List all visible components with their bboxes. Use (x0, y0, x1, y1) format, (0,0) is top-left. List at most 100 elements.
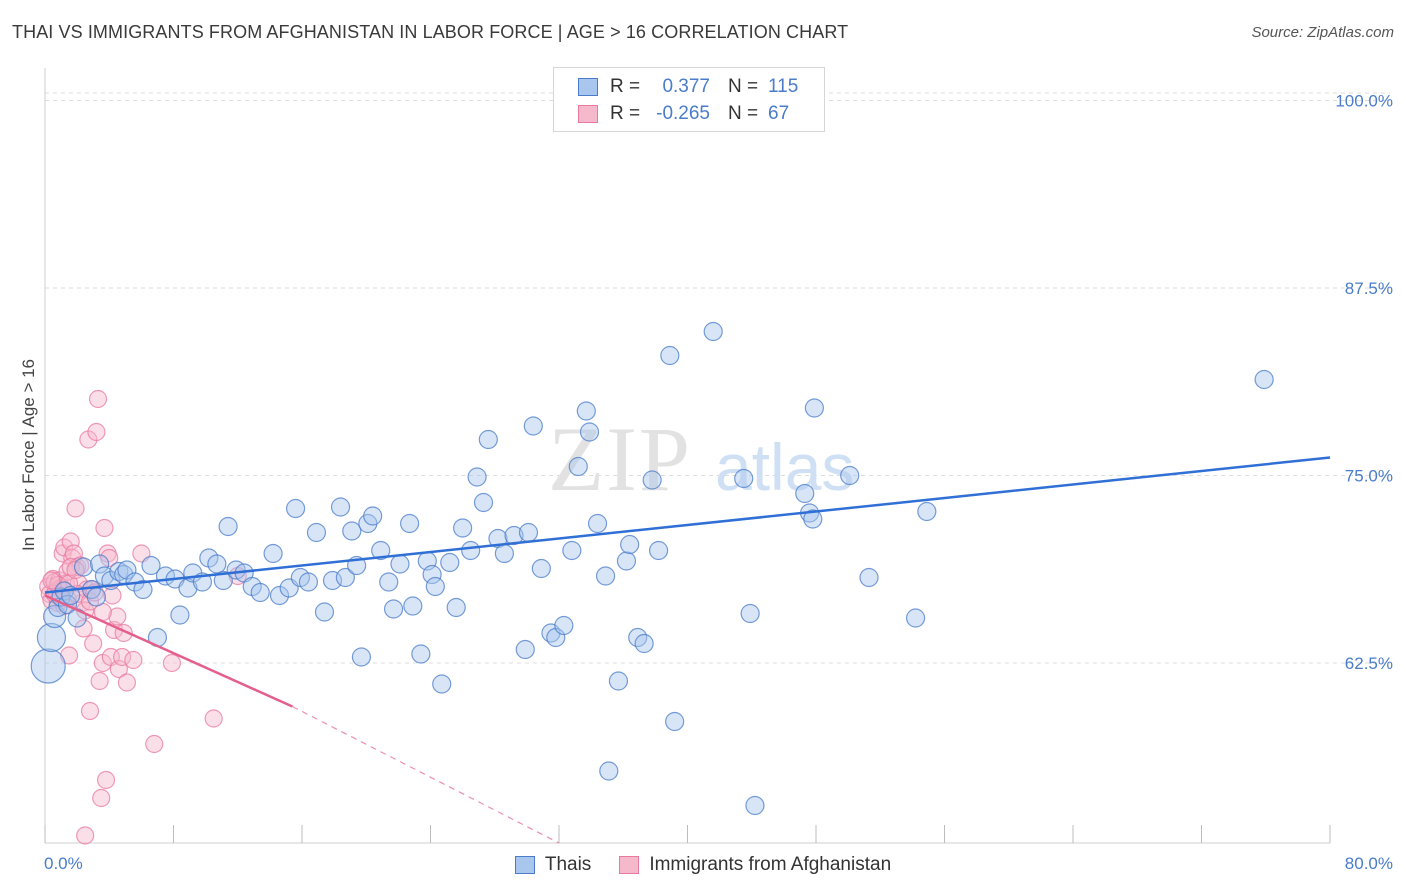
afghanistan-point (80, 701, 100, 721)
trendlines (44, 456, 1331, 844)
afghanistan-point (90, 671, 109, 691)
afghanistan-point (84, 634, 103, 653)
y-tick-label: 87.5% (1345, 279, 1393, 298)
thais-point (804, 398, 824, 418)
thais-point (314, 602, 335, 622)
legend-item-afghanistan[interactable]: Immigrants from Afghanistan (619, 852, 891, 878)
thais-point (73, 557, 94, 577)
afghanistan-point (92, 788, 111, 808)
thais-point (90, 554, 110, 574)
afghanistan-point (66, 499, 85, 518)
thais-point (36, 622, 67, 653)
thais-point (745, 795, 765, 816)
thais-point (446, 597, 466, 618)
tick-labels: 62.5% 75.0% 87.5% 100.0% 0.0% 80.0% (44, 92, 1393, 874)
watermark-zip: ZIP (548, 408, 692, 510)
thais-trendline (44, 456, 1331, 594)
thais-point (383, 599, 404, 619)
thais-point (141, 555, 161, 576)
thais-point (213, 570, 233, 591)
thais-point (795, 483, 815, 504)
thais-point (330, 497, 351, 517)
stats-legend-box: R = 0.377 N = 115 R = -0.265 N = 67 (553, 67, 825, 132)
thais-point (587, 513, 608, 534)
thais-point (285, 498, 306, 519)
afghanistan-point (103, 586, 122, 605)
thais-point (905, 608, 926, 628)
thais-point (363, 506, 383, 526)
afghanistan-trendline-extension (292, 705, 560, 844)
r-label: R = (610, 76, 641, 97)
thais-point (250, 582, 270, 603)
thais-point (599, 761, 619, 781)
afghanistan-point (117, 673, 137, 692)
x-tick-label: 0.0% (44, 854, 83, 873)
source-label: Source: ZipAtlas.com (1251, 24, 1394, 41)
afghanistan-point (124, 650, 143, 670)
thais-point (298, 572, 319, 592)
afghanistan-point (59, 646, 79, 665)
thais-point (1254, 369, 1274, 390)
afghanistan-point (42, 571, 61, 590)
thais-point (608, 671, 629, 691)
y-tick-label: 75.0% (1345, 467, 1393, 486)
afghanistan-point (100, 548, 119, 568)
afghanistan-point (95, 518, 114, 538)
n-label: N = (728, 76, 759, 97)
thais-point (494, 543, 514, 564)
afghanistan-legend-swatch (619, 856, 640, 874)
r-value-afghanistan: -0.265 (656, 103, 710, 124)
thais-point (425, 576, 445, 597)
thais-point (634, 633, 654, 654)
thais-point (703, 321, 723, 342)
afghanistan-swatch (578, 105, 598, 123)
thais-point (665, 711, 685, 732)
afghanistan-point (74, 619, 93, 638)
thais-point (648, 540, 669, 561)
watermark: ZIP atlas (548, 408, 854, 510)
thais-point (620, 534, 640, 555)
afghanistan-point (109, 659, 128, 679)
thais-point (207, 554, 227, 574)
thais-point (478, 429, 498, 450)
series-afghanistan-points (39, 389, 247, 845)
thais-point (859, 567, 879, 588)
afghanistan-point (108, 607, 127, 626)
afghanistan-point (76, 826, 95, 845)
n-value-thais: 115 (768, 76, 799, 97)
thais-swatch (578, 78, 598, 96)
thais-point (400, 513, 420, 534)
y-tick-label: 100.0% (1335, 92, 1393, 111)
thais-point (515, 639, 535, 660)
afghanistan-point (88, 389, 108, 409)
legend-label-afghanistan: Immigrants from Afghanistan (649, 854, 892, 875)
thais-point (263, 543, 283, 564)
thais-point (170, 605, 190, 625)
series-thais-points (30, 321, 1274, 816)
legend-item-thais[interactable]: Thais (514, 852, 592, 878)
thais-point (379, 572, 399, 592)
afghanistan-point (87, 422, 106, 442)
thais-point (390, 554, 410, 574)
n-value-afghanistan: 67 (768, 103, 790, 124)
thais-point (579, 422, 600, 442)
thais-point (467, 467, 487, 487)
thais-point (562, 540, 582, 561)
bottom-legend: Thais Immigrants from Afghanistan (0, 852, 1406, 878)
afghanistan-trendline (44, 594, 293, 708)
thais-point (351, 647, 372, 667)
thais-point (840, 465, 860, 486)
legend-label-thais: Thais (544, 854, 592, 875)
axes-layer (44, 68, 1331, 844)
thais-point (576, 401, 596, 421)
r-value-thais: 0.377 (662, 76, 710, 97)
r-label: R = (610, 103, 641, 124)
thais-point (740, 603, 760, 624)
thais-point (86, 587, 107, 607)
thais-point (616, 551, 637, 571)
thais-point (554, 615, 574, 636)
thais-point (473, 492, 494, 513)
thais-point (595, 566, 616, 586)
thais-point (917, 501, 937, 522)
thais-legend-swatch (514, 856, 535, 874)
